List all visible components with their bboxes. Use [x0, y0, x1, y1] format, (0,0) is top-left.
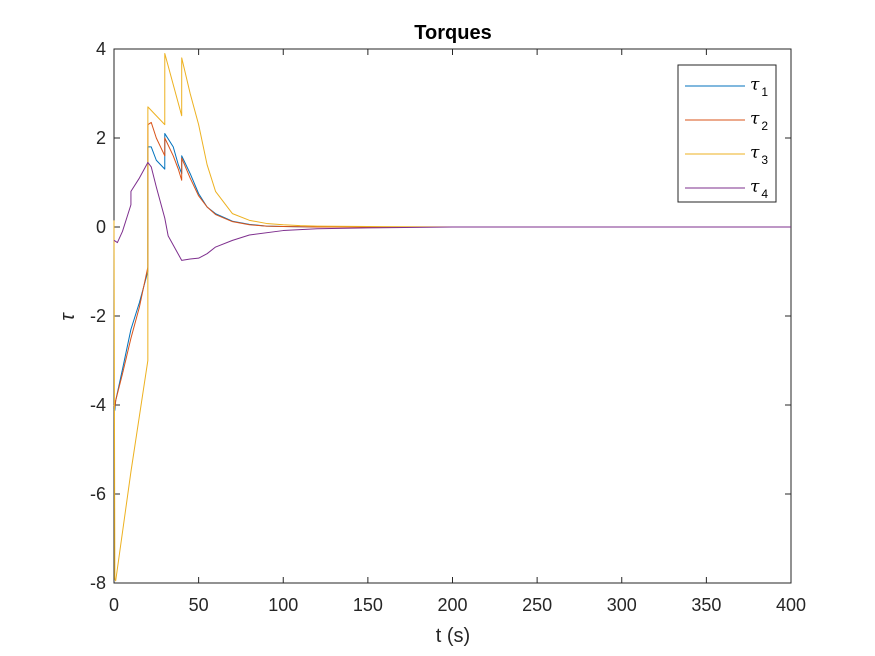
y-tick-label: 0: [96, 217, 106, 237]
y-tick-label: -2: [90, 306, 106, 326]
y-tick-label: 4: [96, 39, 106, 59]
x-tick-label: 200: [437, 595, 467, 615]
legend: τ 1τ 2τ 3τ 4: [677, 64, 777, 203]
x-axis-label: t (s): [436, 625, 470, 647]
y-tick-label: -4: [90, 395, 106, 415]
legend-subscript: 2: [761, 119, 768, 133]
y-tick-label: -6: [90, 484, 106, 504]
legend-subscript: 3: [761, 153, 768, 167]
y-axis: -8 -6 -4 -2 0 2 4: [90, 39, 791, 593]
y-tick-label: -8: [90, 573, 106, 593]
legend-symbol: τ: [750, 75, 760, 95]
x-tick-label: 100: [268, 595, 298, 615]
x-axis: 0 50 100 150 200 250 300 350 400: [109, 49, 806, 615]
legend-symbol: τ: [750, 177, 760, 197]
legend-symbol: τ: [750, 143, 760, 163]
legend-box: [677, 64, 777, 203]
chart-title: Torques: [414, 22, 491, 44]
series-line-tau4: [113, 161, 791, 261]
x-tick-label: 0: [109, 595, 119, 615]
legend-subscript: 4: [761, 187, 768, 201]
x-tick-label: 400: [776, 595, 806, 615]
legend-symbol: τ: [750, 109, 760, 129]
x-tick-label: 150: [353, 595, 383, 615]
y-axis-label: τ: [57, 312, 79, 321]
legend-subscript: 1: [761, 85, 768, 99]
x-tick-label: 50: [189, 595, 209, 615]
series-lines: [113, 52, 791, 582]
x-tick-label: 350: [691, 595, 721, 615]
x-tick-label: 300: [607, 595, 637, 615]
y-tick-label: 2: [96, 128, 106, 148]
x-tick-label: 250: [522, 595, 552, 615]
series-line-tau3: [113, 52, 791, 582]
